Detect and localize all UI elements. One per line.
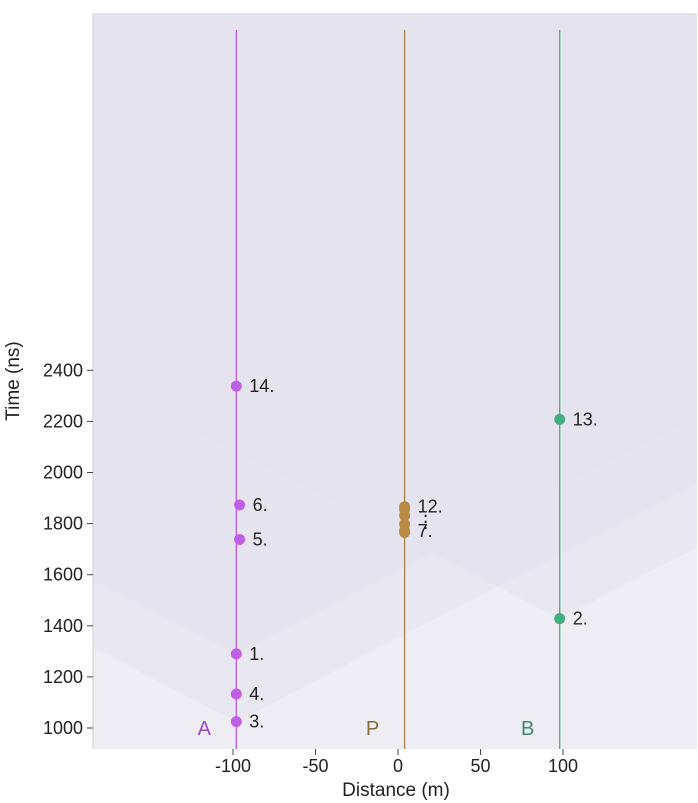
event-label-A-6: 14. [249,376,274,396]
event-label-A-3: 1. [249,644,264,664]
lane-label-B: B [521,718,534,740]
x-tick-label-50: 50 [470,756,490,776]
event-A-5 [234,499,246,511]
event-label-A-4: 5. [253,529,268,549]
x-tick-label-0: 0 [393,756,403,776]
event-P-6 [399,501,411,513]
event-label-B-2: 13. [573,409,598,429]
x-axis-title: Distance (m) [342,780,450,801]
event-A-6 [230,380,242,392]
y-tick-label-2200: 2200 [43,411,83,431]
x-tick-label--50: -50 [302,756,328,776]
events [230,380,566,728]
lane-label-P: P [366,718,379,740]
event-A-1 [230,716,242,728]
y-tick-labels: 1000 1200 1400 1600 1800 2000 2200 2400 [43,360,93,738]
event-P-3 [399,518,411,530]
light-cone-3 [0,0,698,654]
event-label-A-2: 4. [249,684,264,704]
event-label-A-5: 6. [253,495,268,515]
x-tick-label-100: 100 [548,756,578,776]
y-tick-label-1800: 1800 [43,514,83,534]
y-tick-label-1600: 1600 [43,565,83,585]
y-tick-label-2000: 2000 [43,463,83,483]
event-B-2 [554,413,566,425]
ellipsis-marker: ⋮ [417,512,435,532]
lane-label-A: A [198,718,212,740]
light-cone-bands [0,0,698,722]
event-B-1 [554,613,566,625]
x-tick-labels: -100 -50 0 50 100 [215,749,578,776]
event-A-3 [230,648,242,660]
y-axis-title: Time (ns) [3,341,24,421]
y-tick-label-1400: 1400 [43,616,83,636]
x-tick-label--100: -100 [215,756,251,776]
event-label-P-6: 12. [418,497,443,517]
event-A-4 [234,533,246,545]
event-label-B-1: 2. [573,609,588,629]
y-tick-label-1200: 1200 [43,667,83,687]
y-tick-label-2400: 2400 [43,360,83,380]
y-tick-label-1000: 1000 [43,718,83,738]
event-labels: 3. 4. 1. 5. 6. 14. 7. 12. 2. 13. [249,376,597,731]
event-label-A-1: 3. [249,712,264,732]
event-A-2 [230,688,242,700]
event-label-P-2: 7. [418,521,433,541]
